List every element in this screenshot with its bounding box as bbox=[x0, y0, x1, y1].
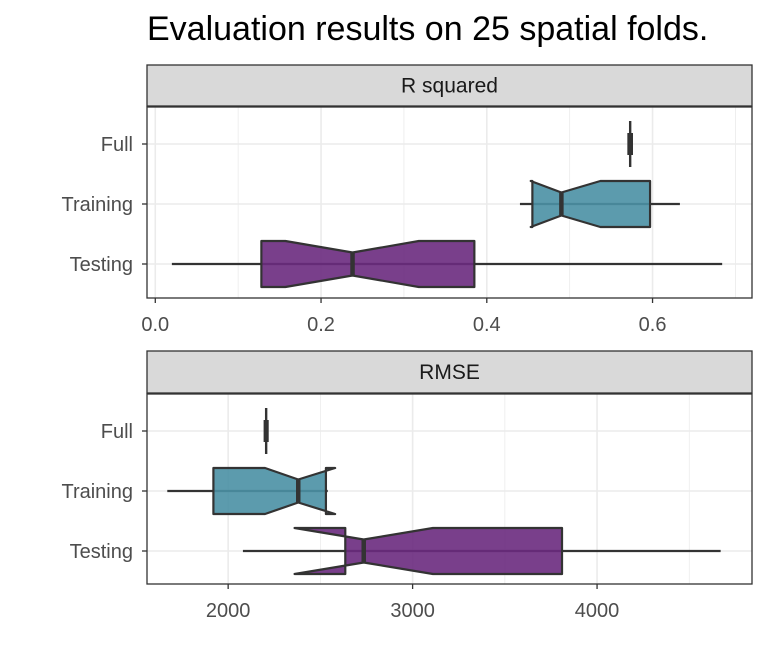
x-tick-label: 4000 bbox=[575, 600, 620, 622]
panel-1: RMSE Full Training Testing 2000 3000 4000 bbox=[61, 350, 753, 622]
y-tick-label: Full bbox=[101, 421, 133, 443]
y-tick-label: Testing bbox=[70, 541, 133, 563]
x-tick-label: 0.0 bbox=[141, 314, 169, 336]
box-full bbox=[263, 408, 269, 454]
panel-0: R squared Full Training Testing 0.0 0.2 0.4 0.6 bbox=[61, 64, 753, 336]
y-tick-label: Training bbox=[61, 481, 133, 503]
strip-background bbox=[146, 350, 753, 394]
box-training bbox=[167, 466, 337, 516]
box-full bbox=[627, 121, 633, 167]
notched-box bbox=[529, 179, 652, 229]
y-tick-label: Training bbox=[61, 194, 133, 216]
panels: R squared Full Training Testing 0.0 0.2 0.4 0.6… bbox=[61, 64, 753, 622]
box-testing bbox=[171, 239, 723, 289]
y-tick-label: Testing bbox=[70, 254, 133, 276]
strip-label: RMSE bbox=[419, 361, 480, 384]
box-training bbox=[519, 179, 680, 229]
box-testing bbox=[242, 526, 721, 576]
x-tick-label: 0.6 bbox=[639, 314, 667, 336]
panel-border bbox=[146, 393, 753, 585]
strip-background bbox=[146, 64, 753, 107]
y-tick-label: Full bbox=[101, 134, 133, 156]
x-tick-label: 2000 bbox=[206, 600, 251, 622]
x-tick-label: 0.4 bbox=[473, 314, 501, 336]
x-tick-label: 3000 bbox=[390, 600, 435, 622]
chart-title: Evaluation results on 25 spatial folds. bbox=[147, 10, 708, 48]
strip-label: R squared bbox=[401, 75, 498, 98]
notched-box bbox=[212, 466, 337, 516]
panel-border bbox=[146, 106, 753, 299]
x-tick-label: 0.2 bbox=[307, 314, 335, 336]
notched-box bbox=[260, 239, 476, 289]
notched-box bbox=[293, 526, 564, 576]
